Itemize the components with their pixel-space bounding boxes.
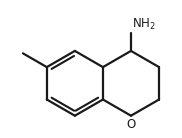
Text: NH$_2$: NH$_2$	[132, 17, 156, 32]
Text: O: O	[126, 118, 136, 131]
